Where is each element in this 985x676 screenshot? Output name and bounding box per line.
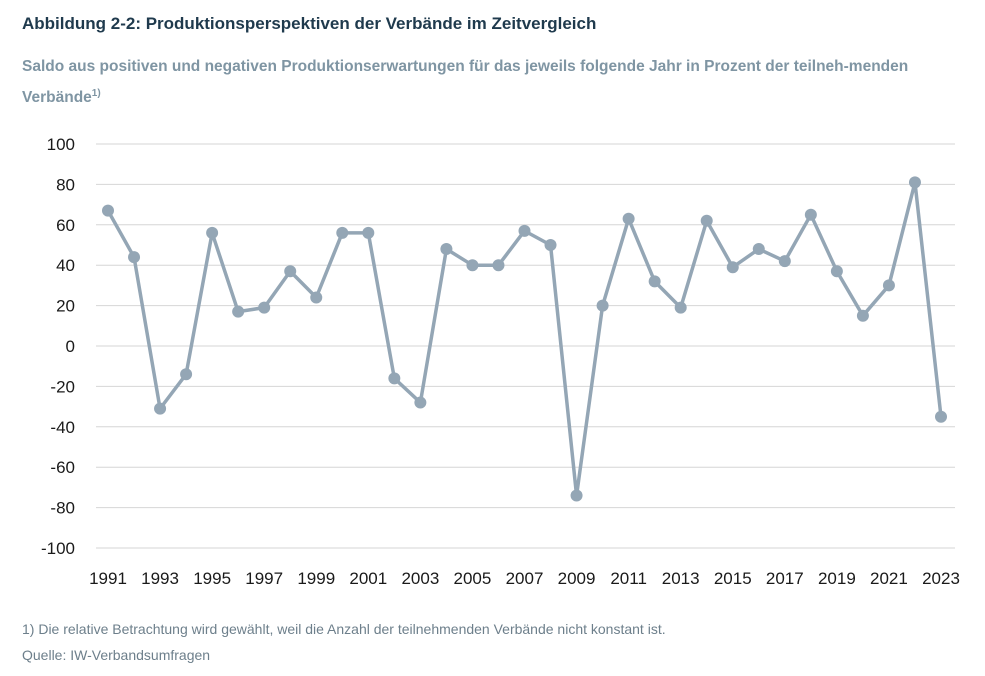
subtitle-footnote-marker: 1) xyxy=(91,88,101,99)
x-tick-label: 2001 xyxy=(349,569,387,588)
subtitle-text: Saldo aus positiven und negativen Produk… xyxy=(22,58,909,107)
data-point xyxy=(830,265,843,278)
data-point xyxy=(388,372,401,385)
data-point xyxy=(804,208,817,221)
y-tick-label: 80 xyxy=(56,175,75,194)
x-tick-label: 1997 xyxy=(245,569,283,588)
data-point xyxy=(128,251,141,264)
data-point xyxy=(856,309,869,322)
x-tick-label: 2009 xyxy=(558,569,596,588)
data-point xyxy=(700,214,713,227)
x-tick-label: 2013 xyxy=(662,569,700,588)
data-point xyxy=(466,259,479,272)
data-point xyxy=(882,279,895,292)
y-tick-label: -60 xyxy=(50,458,75,477)
data-point xyxy=(206,226,219,239)
data-point xyxy=(102,204,114,217)
footnote: 1) Die relative Betrachtung wird gewählt… xyxy=(22,621,666,637)
x-tick-label: 2005 xyxy=(454,569,492,588)
x-tick-label: 2023 xyxy=(922,569,960,588)
y-tick-label: -80 xyxy=(50,499,75,518)
data-point xyxy=(726,261,739,274)
x-tick-label: 1993 xyxy=(141,569,179,588)
x-tick-label: 2019 xyxy=(818,569,856,588)
data-point xyxy=(648,275,661,288)
data-point xyxy=(336,226,349,239)
x-tick-label: 1999 xyxy=(297,569,335,588)
figure-title: Abbildung 2-2: Produktionsperspektiven d… xyxy=(22,14,597,33)
data-point xyxy=(622,212,635,225)
data-point xyxy=(544,239,557,251)
data-point xyxy=(674,301,687,314)
data-point xyxy=(908,176,921,189)
data-point xyxy=(596,299,609,312)
x-tick-label: 2017 xyxy=(766,569,804,588)
x-tick-label: 2021 xyxy=(870,569,908,588)
source-note: Quelle: IW-Verbandsumfragen xyxy=(22,647,211,663)
data-point xyxy=(440,243,453,256)
x-tick-label: 2003 xyxy=(401,569,439,588)
y-tick-label: -20 xyxy=(50,377,75,396)
y-tick-label: 100 xyxy=(47,135,75,154)
data-point xyxy=(518,224,531,237)
data-point xyxy=(154,402,167,415)
x-tick-label: 2007 xyxy=(506,569,544,588)
y-tick-label: -100 xyxy=(41,539,75,558)
data-point xyxy=(752,243,765,256)
data-point xyxy=(180,368,193,381)
data-point xyxy=(310,291,323,304)
x-tick-label: 1995 xyxy=(193,569,231,588)
data-point xyxy=(570,489,583,502)
data-point xyxy=(258,301,271,314)
x-tick-label: 2015 xyxy=(714,569,752,588)
y-tick-label: 60 xyxy=(56,216,75,235)
y-tick-label: 20 xyxy=(56,297,75,316)
y-tick-label: -40 xyxy=(50,418,75,437)
x-tick-label: 2011 xyxy=(610,569,647,588)
data-point xyxy=(362,226,375,239)
y-tick-label: 40 xyxy=(56,256,75,275)
data-point xyxy=(414,396,427,409)
x-tick-label: 1991 xyxy=(89,569,127,588)
data-point xyxy=(284,265,297,278)
y-tick-label: 0 xyxy=(66,337,75,356)
data-point xyxy=(492,259,505,272)
data-point xyxy=(232,305,245,318)
data-point xyxy=(778,255,791,268)
data-point xyxy=(935,410,947,423)
figure-subtitle: Saldo aus positiven und negativen Produk… xyxy=(22,53,962,111)
